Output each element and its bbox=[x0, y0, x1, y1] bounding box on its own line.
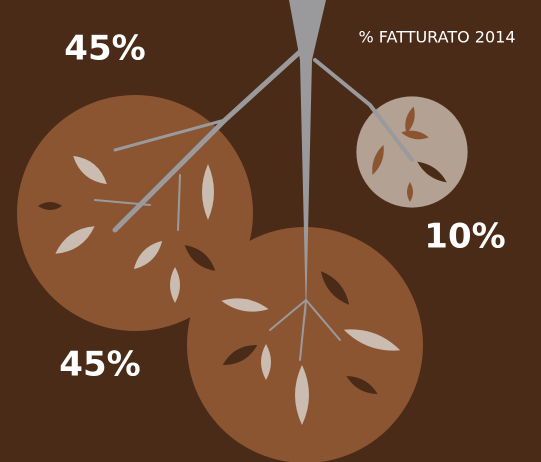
value-label: 45% bbox=[59, 345, 140, 385]
leaves bbox=[38, 106, 447, 425]
value-label: 45% bbox=[64, 29, 145, 69]
value-label: 10% bbox=[424, 217, 505, 257]
chart-title: % FATTURATO 2014 bbox=[358, 28, 515, 47]
bubble bbox=[187, 227, 423, 462]
branches bbox=[94, 0, 414, 361]
